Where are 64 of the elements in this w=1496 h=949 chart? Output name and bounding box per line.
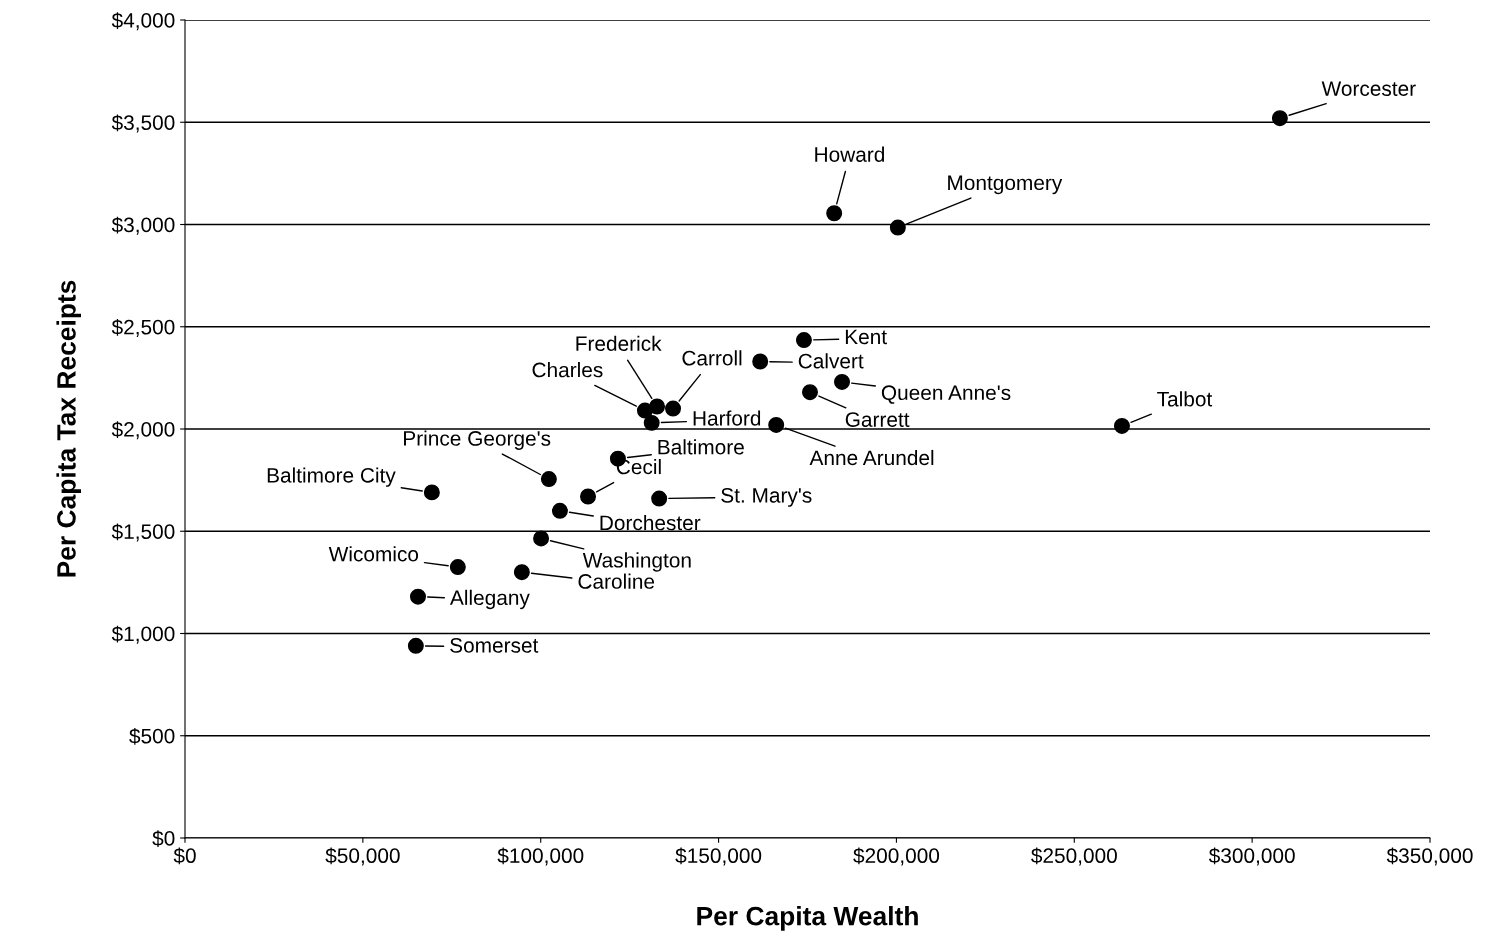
point bbox=[449, 559, 466, 576]
annotation: Caroline bbox=[578, 573, 655, 589]
annotation: Harford bbox=[693, 410, 761, 426]
point bbox=[752, 353, 769, 370]
annotation: Kent bbox=[845, 329, 887, 345]
point bbox=[643, 414, 660, 431]
point bbox=[802, 384, 818, 401]
point bbox=[423, 484, 440, 501]
point bbox=[826, 205, 843, 222]
annotation: Carroll bbox=[682, 350, 742, 366]
y-tick-label: $3,500 bbox=[111, 114, 175, 133]
point bbox=[889, 219, 906, 236]
y-tick-label: $3,000 bbox=[111, 216, 175, 235]
annotation: Anne Arundel bbox=[809, 449, 934, 466]
annotation: Washington bbox=[582, 552, 691, 572]
annotation: Dorchester bbox=[600, 514, 701, 531]
point bbox=[1271, 110, 1288, 127]
point bbox=[580, 488, 597, 505]
point bbox=[513, 564, 530, 581]
point bbox=[407, 637, 424, 654]
annotation: Worcester bbox=[1321, 81, 1416, 96]
point bbox=[651, 490, 668, 507]
annotation: Montgomery bbox=[948, 175, 1063, 195]
point bbox=[649, 398, 666, 415]
y-tick-label: $1,500 bbox=[111, 523, 175, 542]
x-tick-label: $100,000 bbox=[497, 847, 584, 866]
y-tick-label: $2,000 bbox=[111, 421, 175, 440]
y-tick-label: $1,000 bbox=[111, 625, 175, 644]
point bbox=[551, 502, 568, 519]
point bbox=[834, 373, 850, 390]
annotation: Somerset bbox=[450, 638, 539, 653]
x-tick-label: $50,000 bbox=[325, 847, 400, 866]
y-axis-title: Per Capita Tax Receipts bbox=[56, 280, 82, 577]
x-tick-label: $150,000 bbox=[675, 847, 762, 866]
point bbox=[665, 400, 682, 417]
point bbox=[1113, 417, 1130, 434]
x-tick-label: $300,000 bbox=[1208, 847, 1295, 866]
y-tick-label: $2,500 bbox=[111, 318, 175, 337]
x-tick-label: $200,000 bbox=[853, 847, 940, 866]
annotation: Baltimore City bbox=[267, 467, 396, 487]
point bbox=[540, 471, 557, 488]
y-tick-label: $500 bbox=[129, 727, 175, 745]
annotation: Calvert bbox=[798, 353, 864, 369]
annotation: Wicomico bbox=[328, 546, 419, 562]
annotation: Charles bbox=[532, 362, 603, 378]
annotation: Queen Anne's bbox=[881, 385, 1011, 404]
x-axis-title: Per Capita Wealth bbox=[697, 906, 918, 931]
annotation: Baltimore bbox=[658, 439, 744, 455]
annotation: Howard bbox=[815, 146, 885, 162]
annotation: Prince George's bbox=[404, 430, 551, 450]
x-tick-label: $350,000 bbox=[1386, 847, 1473, 866]
point bbox=[410, 588, 426, 605]
x-tick-label: $250,000 bbox=[1031, 847, 1117, 866]
y-tick-label: $0 bbox=[152, 830, 175, 847]
x-tick-label: $0 bbox=[173, 847, 196, 865]
point bbox=[795, 332, 812, 349]
annotation: Garrett bbox=[845, 412, 910, 427]
point bbox=[768, 416, 785, 433]
annotation: St. Mary's bbox=[721, 487, 812, 507]
annotation: Allegany bbox=[449, 589, 530, 610]
annotation: Frederick bbox=[576, 335, 662, 351]
y-tick-label: $4,000 bbox=[111, 12, 175, 31]
point bbox=[533, 530, 550, 547]
annotation: Talbot bbox=[1157, 391, 1213, 407]
